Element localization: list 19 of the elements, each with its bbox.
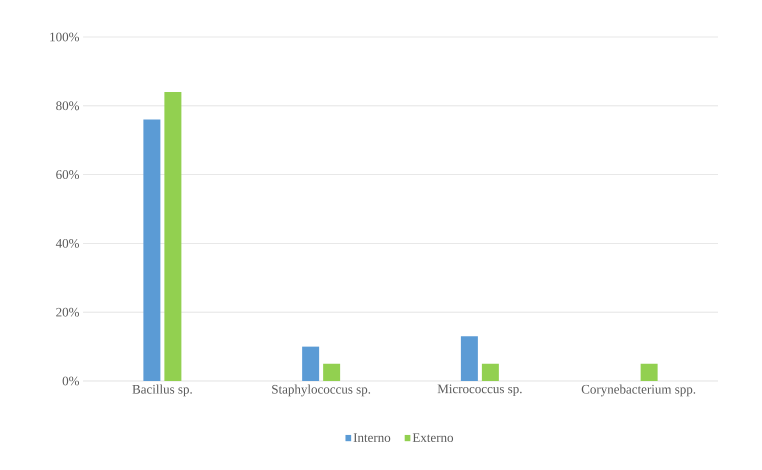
- y-tick-label: 80%: [56, 101, 80, 110]
- y-tick-label: 60%: [56, 170, 80, 179]
- x-tick-label: Corynebacterium spp.: [582, 384, 696, 396]
- bar: [640, 364, 658, 381]
- legend-label: Externo: [412, 433, 454, 442]
- y-tick-label: 100%: [50, 32, 80, 42]
- x-tick-label: Bacillus sp.: [132, 384, 192, 396]
- x-tick-label: Micrococcus sp.: [438, 384, 522, 396]
- y-tick-label: 0%: [62, 376, 80, 386]
- bar: [460, 336, 478, 381]
- bar: [143, 120, 160, 381]
- bar: [164, 92, 182, 381]
- y-tick-label: 40%: [56, 238, 80, 248]
- bar: [482, 364, 499, 381]
- x-tick-label: Staphylococcus sp.: [272, 384, 370, 396]
- legend-label: Interno: [354, 433, 390, 442]
- bar: [323, 364, 340, 381]
- bar: [302, 346, 320, 381]
- y-tick-label: 20%: [56, 308, 80, 317]
